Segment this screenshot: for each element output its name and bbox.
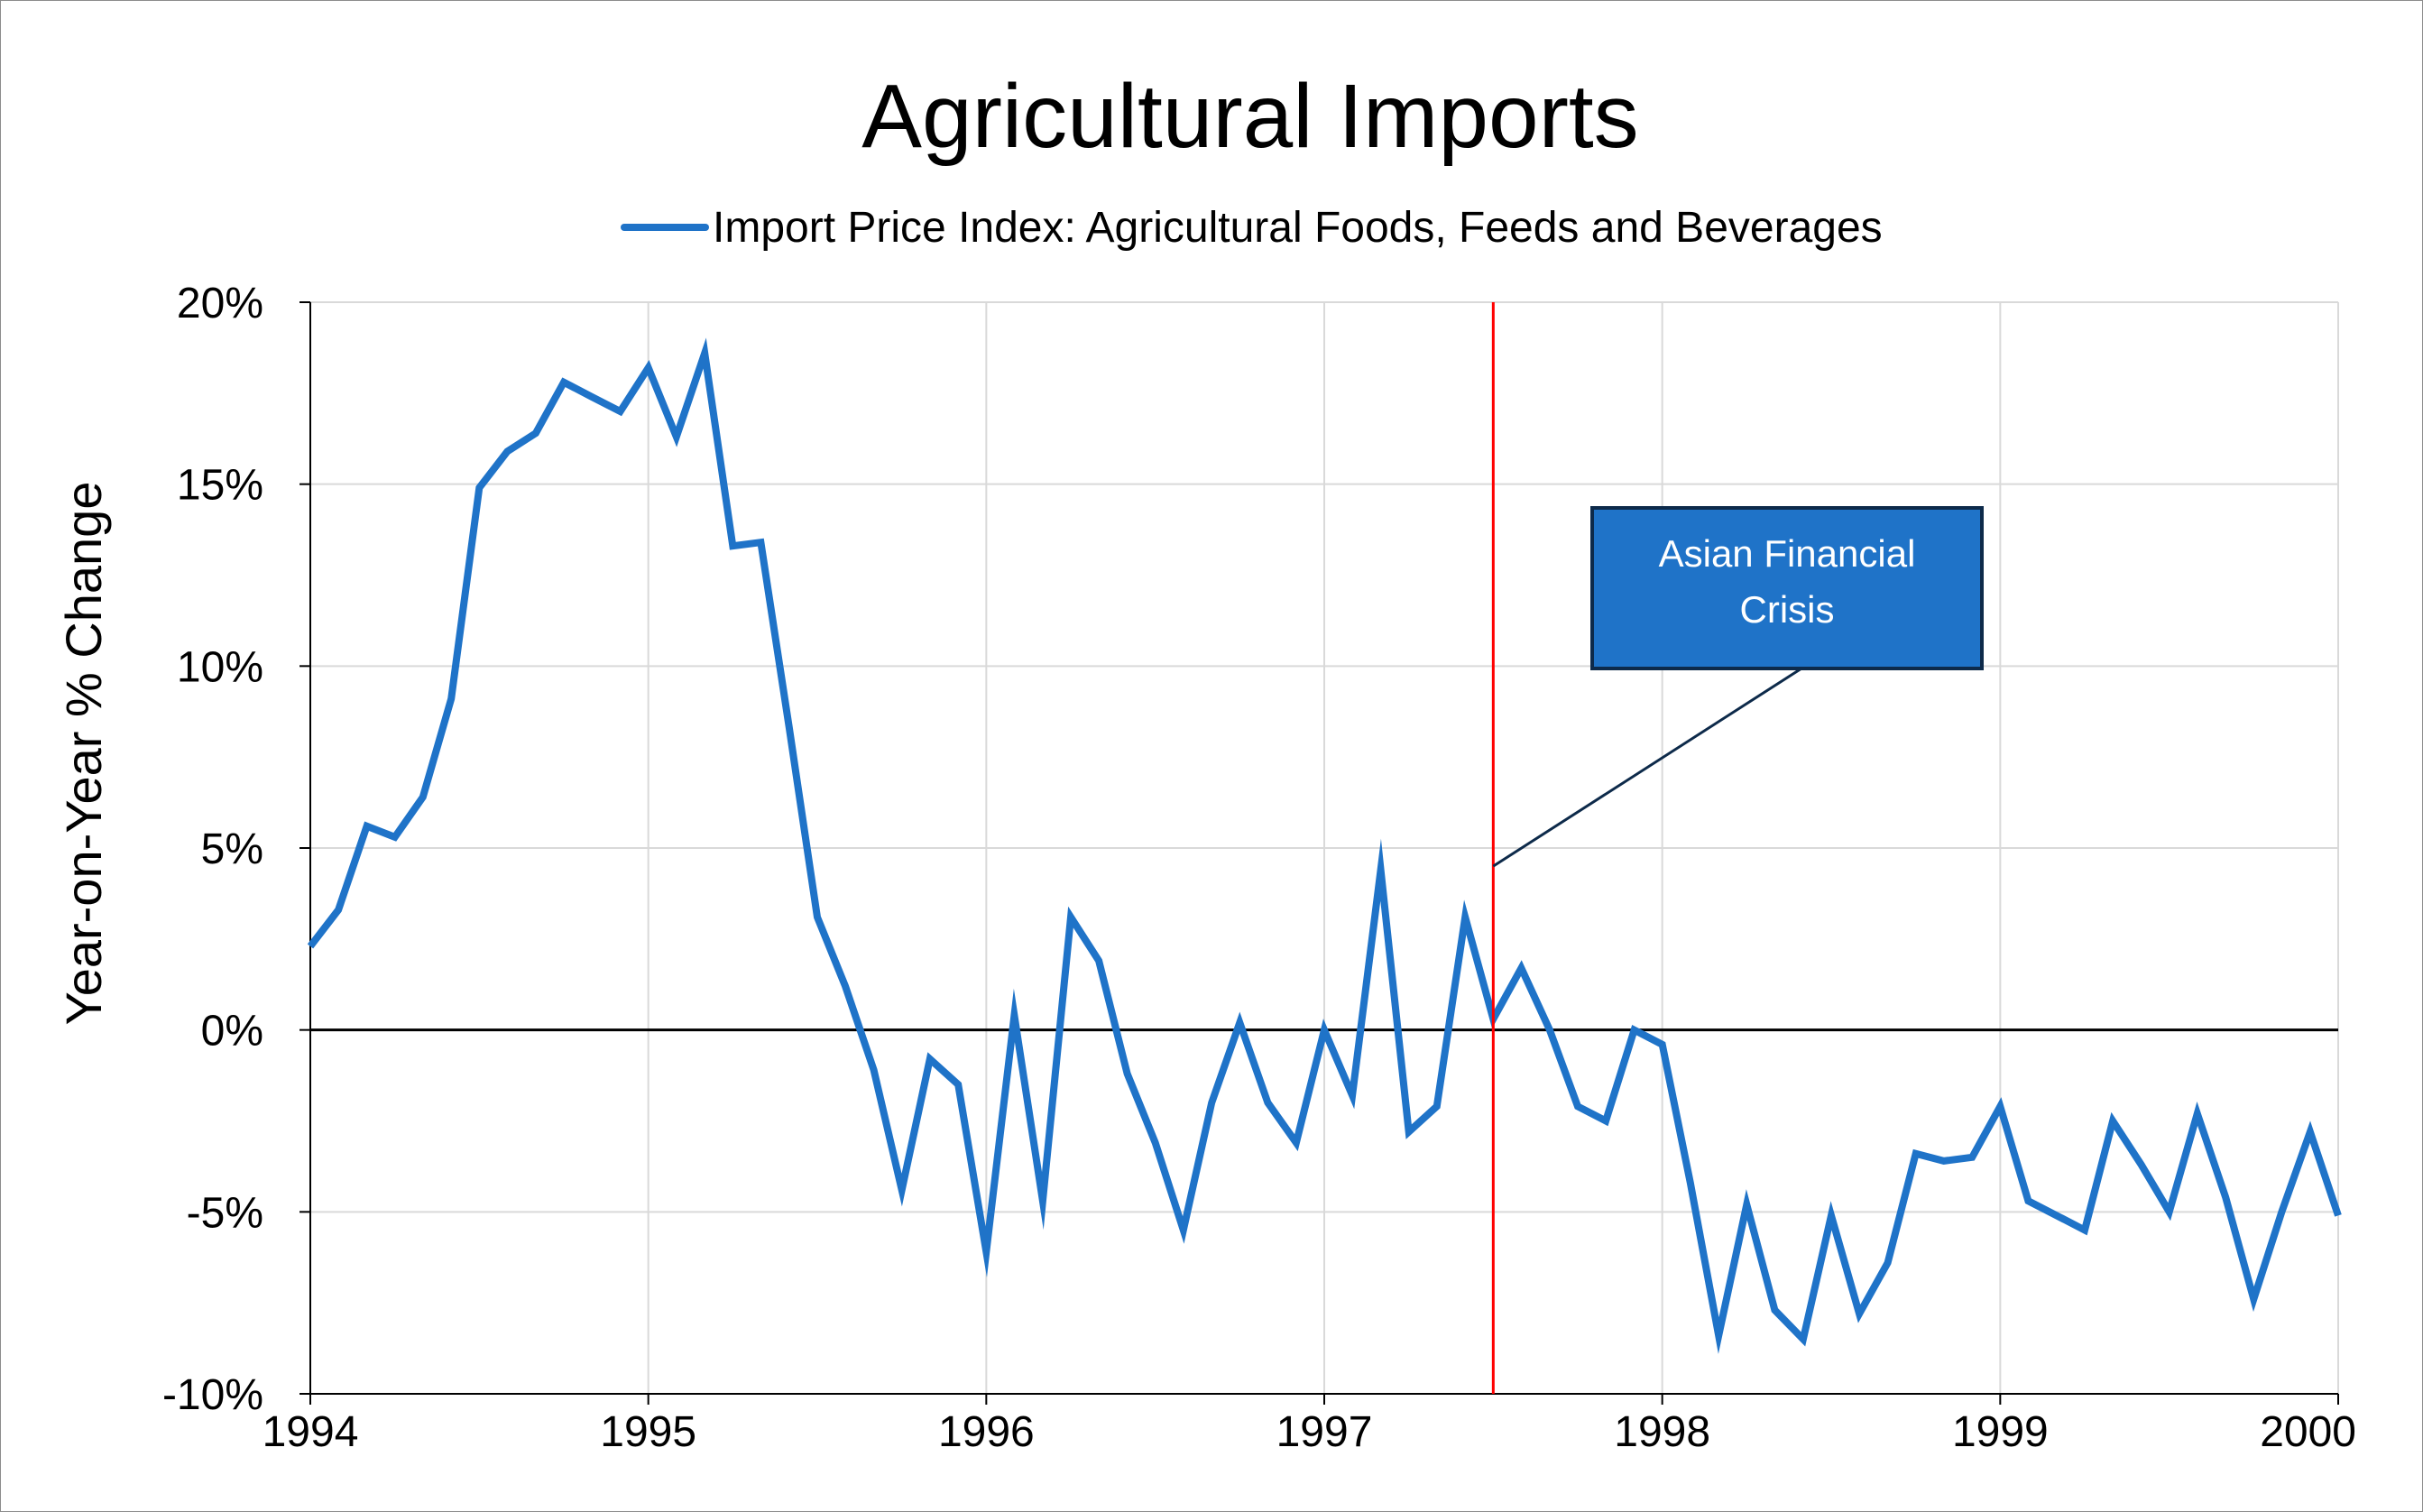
x-tick-label: 1995 [600,1408,696,1456]
annotation-text-line: Crisis [1740,588,1835,631]
y-tick-label: -5% [187,1189,263,1237]
x-tick-label: 1996 [938,1408,1035,1456]
x-tick-label: 1994 [263,1408,359,1456]
y-tick-label: -10% [162,1371,263,1419]
annotation-pointer [1492,667,1802,868]
series-line [307,337,2342,1354]
y-tick-label: 10% [177,643,263,691]
legend: Import Price Index: Agricultural Foods, … [621,204,1883,252]
y-tick-label: 20% [177,280,263,327]
x-tick-label: 1998 [1614,1408,1710,1456]
annotation-box [1590,506,1984,670]
x-axis-ticks: 1994 1995 1996 1997 1998 1999 2000 [263,1394,2356,1456]
y-tick-label: 15% [177,462,263,510]
legend-label: Import Price Index: Agricultural Foods, … [713,204,1883,252]
annotation-text-line: Asian Financial [1659,532,1916,575]
grid [309,301,2339,1395]
series-layer [307,337,2342,1354]
y-axis-ticks: -10% -5% 0% 5% 10% 15% 20% [162,280,310,1419]
chart-title: Agricultural Imports [861,66,1638,167]
x-tick-label: 1997 [1276,1408,1373,1456]
y-tick-label: 0% [201,1008,263,1056]
y-axis-title: Year-on-Year % Change [55,482,112,1026]
annotation-layer: Asian Financial Crisis [1491,302,1984,1394]
y-tick-label: 5% [201,825,263,873]
x-tick-label: 2000 [2260,1408,2356,1456]
x-tick-label: 1999 [1952,1408,2049,1456]
